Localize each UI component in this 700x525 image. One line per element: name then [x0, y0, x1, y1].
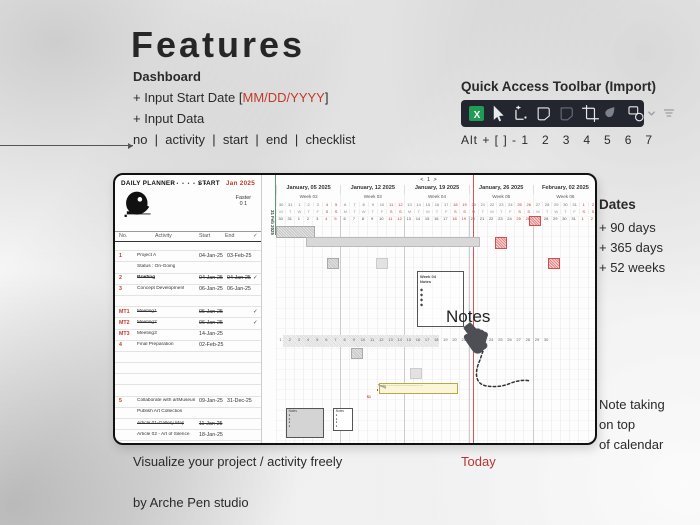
svg-text:X: X [474, 110, 481, 121]
